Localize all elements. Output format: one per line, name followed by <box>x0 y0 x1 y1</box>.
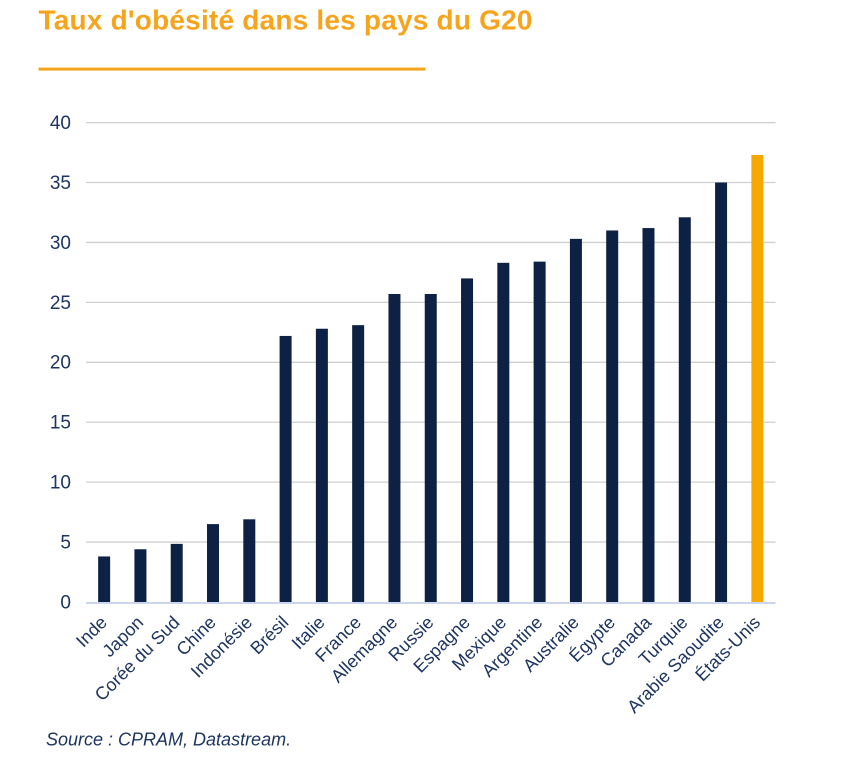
svg-text:15: 15 <box>50 413 71 434</box>
svg-text:30: 30 <box>50 233 71 254</box>
svg-text:25: 25 <box>50 293 71 314</box>
svg-text:Taux d'obésité dans les pays d: Taux d'obésité dans les pays du G20 <box>39 5 533 36</box>
svg-text:Source : CPRAM, Datastream.: Source : CPRAM, Datastream. <box>46 730 291 750</box>
svg-text:5: 5 <box>60 532 71 553</box>
svg-text:10: 10 <box>50 473 71 494</box>
svg-text:35: 35 <box>50 173 71 194</box>
svg-text:20: 20 <box>50 353 71 374</box>
svg-text:0: 0 <box>60 592 71 613</box>
svg-text:40: 40 <box>50 113 71 134</box>
